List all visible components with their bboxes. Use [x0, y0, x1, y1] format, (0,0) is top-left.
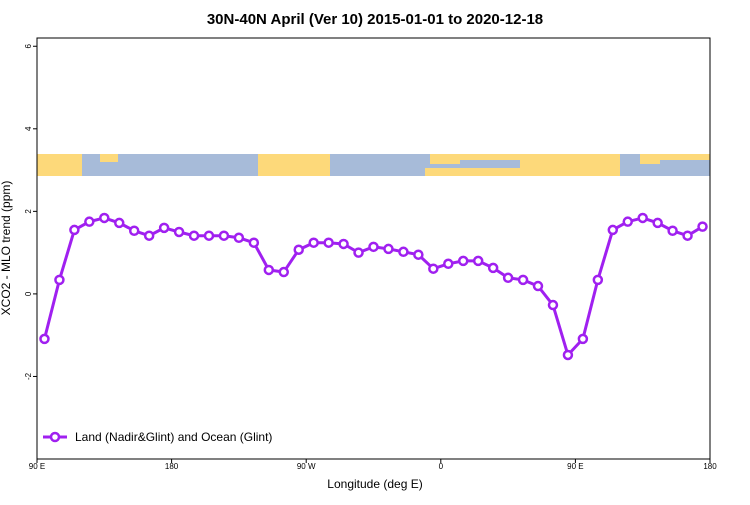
plot-frame — [36, 37, 711, 460]
x-tick-label: 180 — [703, 462, 717, 471]
y-axis-label: XCO2 - MLO trend (ppm) — [0, 181, 13, 316]
data-point — [248, 237, 260, 248]
data-point — [667, 225, 678, 237]
data-point — [278, 266, 290, 278]
data-point — [69, 224, 80, 236]
y-tick-label: 2 — [24, 209, 33, 214]
data-point — [637, 212, 648, 224]
data-point — [99, 212, 110, 224]
data-point — [428, 263, 439, 274]
data-point — [413, 249, 424, 260]
x-tick-label: 90 E — [567, 462, 583, 471]
data-point — [398, 246, 409, 258]
data-point — [353, 247, 364, 258]
data-point — [652, 217, 663, 229]
map-band — [37, 154, 710, 176]
data-point — [532, 280, 544, 292]
data-point — [592, 274, 604, 286]
data-point — [443, 258, 454, 270]
data-point — [218, 230, 230, 241]
data-point — [143, 230, 155, 241]
chart-title: 30N-40N April (Ver 10) 2015-01-01 to 202… — [207, 11, 543, 28]
data-point — [323, 237, 334, 248]
data-point — [487, 262, 499, 274]
data-point — [562, 349, 574, 361]
x-tick-label: 90 W — [297, 462, 316, 471]
data-point — [233, 232, 245, 244]
data-point — [502, 272, 514, 284]
data-point — [263, 264, 275, 276]
data-point — [383, 243, 394, 255]
data-point — [308, 237, 319, 248]
data-point — [128, 225, 140, 237]
data-point — [203, 230, 215, 241]
y-tick-label: -2 — [24, 372, 33, 380]
x-tick-label: 90 E — [29, 462, 45, 471]
data-point — [368, 241, 379, 253]
x-tick-label: 0 — [439, 462, 444, 471]
data-point — [697, 221, 708, 232]
data-point — [607, 224, 619, 236]
data-point — [472, 255, 484, 267]
data-point — [84, 216, 95, 227]
y-tick-label: 6 — [24, 43, 33, 48]
data-point — [682, 230, 693, 241]
y-tick-label: 4 — [24, 126, 33, 131]
legend-label: Land (Nadir&Glint) and Ocean (Glint) — [75, 430, 272, 444]
data-point — [293, 244, 304, 255]
y-tick-label: 0 — [24, 291, 33, 296]
data-point — [54, 274, 65, 286]
data-point — [517, 274, 529, 286]
data-point — [158, 222, 170, 234]
x-tick-label: 180 — [165, 462, 179, 471]
data-point — [114, 217, 125, 229]
data-point — [39, 333, 50, 345]
legend-marker — [49, 431, 61, 443]
data-point — [547, 299, 559, 311]
data-point — [622, 216, 633, 227]
data-point — [173, 226, 185, 238]
data-point — [188, 230, 200, 241]
x-axis-label: Longitude (deg E) — [327, 477, 422, 491]
data-point — [338, 238, 349, 250]
data-point — [457, 255, 469, 267]
data-point — [577, 333, 589, 345]
